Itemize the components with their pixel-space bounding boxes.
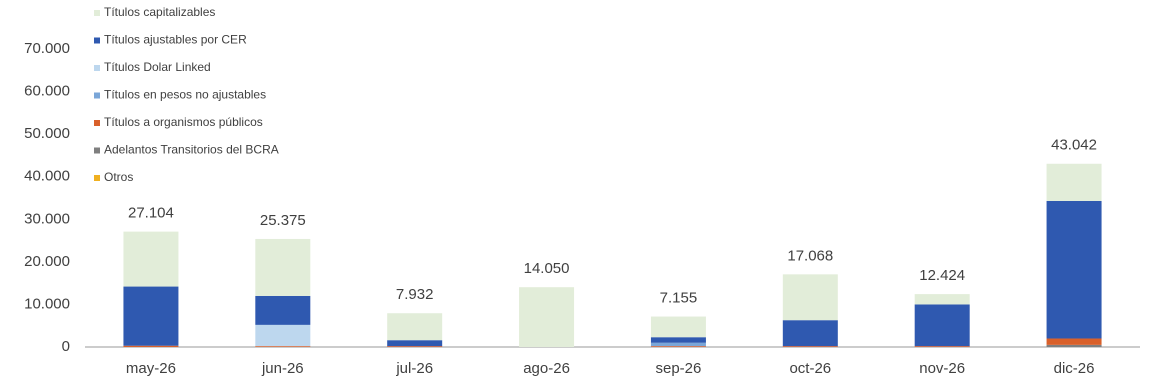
total-label: 12.424 [919,267,965,284]
x-tick-label: oct-26 [789,360,831,377]
legend-label: Adelantos Transitorios del BCRA [104,143,279,157]
total-label: 14.050 [524,260,570,277]
y-tick-label: 40.000 [24,168,70,185]
legend-swatch [94,37,100,44]
x-tick-label: nov-26 [919,360,965,377]
legend-swatch [94,120,100,126]
y-tick-label: 10.000 [24,295,70,312]
y-tick-label: 30.000 [24,210,70,227]
bar-segment [650,342,706,347]
legend-swatch [94,147,100,154]
legend-label: Títulos ajustables por CER [104,33,247,47]
legend-swatch [94,92,100,99]
legend-label: Otros [104,170,133,184]
bar-segment [1046,344,1102,347]
total-label: 17.068 [787,247,833,264]
bar-segment [123,231,179,287]
x-tick-label: sep-26 [656,360,702,377]
bar-segment [123,286,179,346]
bar-segment [1046,338,1102,345]
legend-label: Títulos capitalizables [104,5,215,19]
bar-segment [782,346,838,347]
bar-segment [255,324,311,347]
bar-segment [1046,163,1102,201]
bar-segment [255,346,311,347]
y-tick-label: 50.000 [24,125,70,142]
x-tick-label: jun-26 [261,360,304,377]
bar-segment [387,313,443,341]
bar-segment [255,238,311,296]
total-label: 7.932 [396,286,434,303]
bar-segment [782,320,838,347]
bar-segment [387,340,443,347]
legend-swatch [94,175,100,181]
total-label: 27.104 [128,205,174,222]
bar-segment [650,316,706,338]
bar-segment [123,345,179,347]
y-tick-label: 0 [62,338,70,355]
bar-segment [650,337,706,343]
total-label: 7.155 [660,290,698,307]
bar-segment [519,287,575,347]
y-tick-label: 70.000 [24,40,70,57]
bar-segment [782,274,838,321]
x-tick-label: may-26 [126,360,176,377]
legend-label: Títulos en pesos no ajustables [104,88,266,102]
legend-label: Títulos a organismos públicos [104,115,263,129]
bar-segment [255,295,311,325]
bar-segment [914,304,970,347]
bar-segment [387,346,443,347]
x-tick-label: dic-26 [1054,360,1095,377]
legend-swatch [94,65,100,71]
x-tick-label: ago-26 [523,360,570,377]
total-label: 25.375 [260,212,306,229]
legend-label: Títulos Dolar Linked [104,60,211,74]
bar-segment [914,346,970,347]
bar-segment [914,294,970,305]
total-label: 43.042 [1051,137,1097,154]
x-tick-label: jul-26 [395,360,433,377]
y-tick-label: 20.000 [24,253,70,270]
y-tick-label: 60.000 [24,83,70,100]
bar-segment [650,346,706,347]
bar-segment [1046,200,1102,339]
legend-swatch [94,10,100,16]
